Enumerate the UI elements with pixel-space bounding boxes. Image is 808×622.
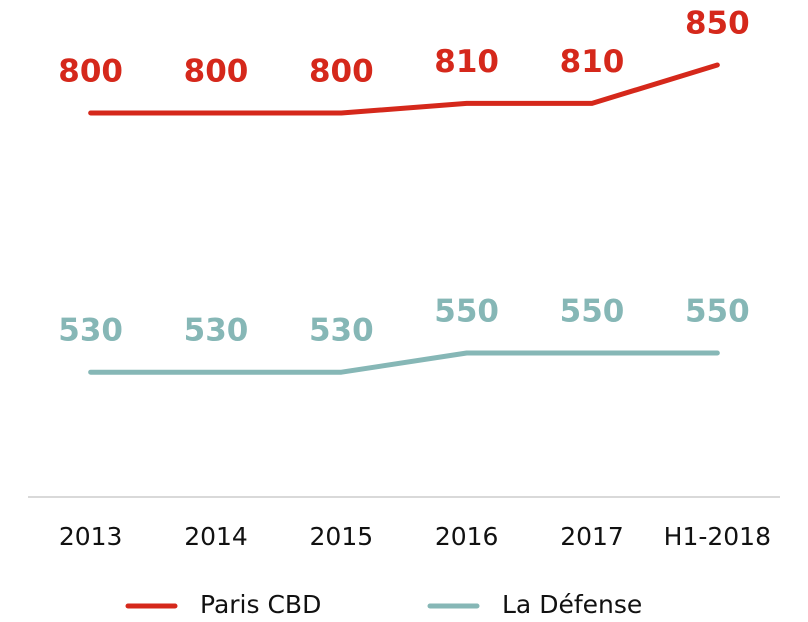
- data-label: 550: [434, 294, 499, 330]
- series-line: [88, 350, 720, 375]
- x-tick-label: 2015: [310, 522, 374, 551]
- data-label: 800: [309, 54, 374, 90]
- data-label: 530: [58, 313, 123, 349]
- x-tick-label: 2017: [560, 522, 624, 551]
- series-line: [88, 62, 720, 116]
- x-tick-label: 2013: [59, 522, 123, 551]
- data-label: 530: [184, 313, 249, 349]
- x-tick-label: 2016: [435, 522, 499, 551]
- data-label: 800: [58, 54, 123, 90]
- data-label: 850: [685, 6, 750, 42]
- x-tick-label: H1-2018: [664, 522, 771, 551]
- data-label: 810: [560, 44, 625, 80]
- data-label: 530: [309, 313, 374, 349]
- data-label: 550: [560, 294, 625, 330]
- legend-label: Paris CBD: [200, 590, 321, 619]
- x-tick-label: 2014: [184, 522, 248, 551]
- data-label: 550: [685, 294, 750, 330]
- legend-label: La Défense: [502, 590, 642, 619]
- data-label: 800: [184, 54, 249, 90]
- data-label: 810: [434, 44, 499, 80]
